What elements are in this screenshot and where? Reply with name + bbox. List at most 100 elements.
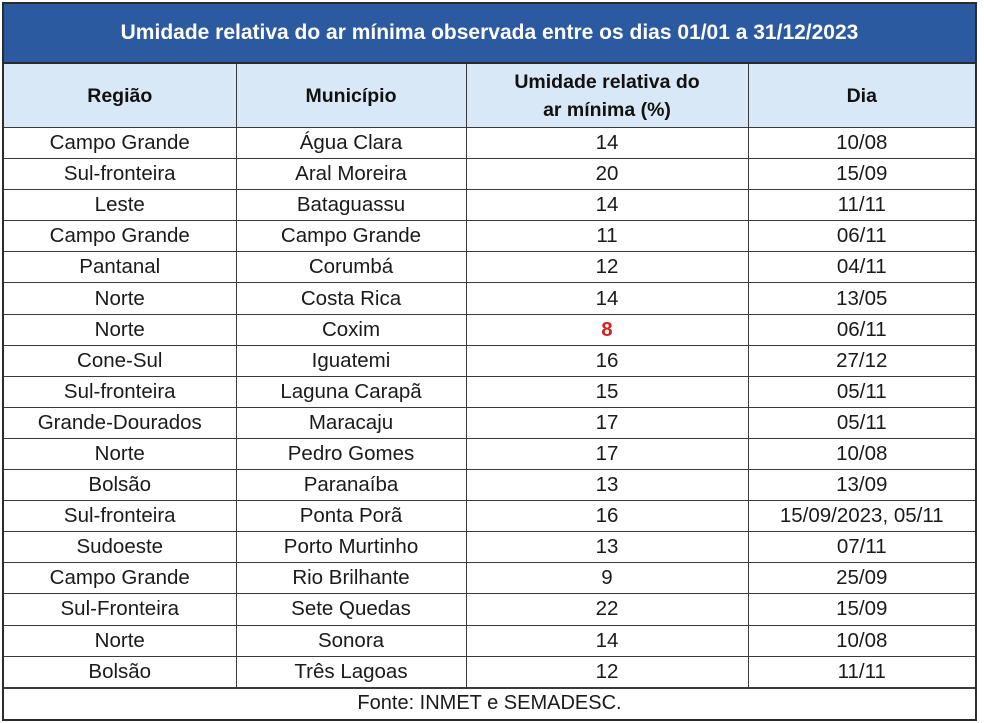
cell-regiao: Bolsão: [4, 655, 237, 688]
cell-umidade: 14: [465, 282, 749, 315]
cell-umidade: 12: [465, 251, 749, 284]
cell-regiao: Norte: [4, 282, 237, 315]
cell-municipio: Pedro Gomes: [235, 437, 467, 471]
cell-umidade: 8: [465, 313, 749, 346]
column-header-umidade: Umidade relativa do ar mínima (%): [465, 64, 749, 128]
header-row: Região Município Umidade relativa do ar …: [4, 64, 975, 128]
cell-umidade: 20: [465, 158, 749, 191]
cell-umidade: 13: [465, 531, 749, 564]
cell-umidade: 17: [465, 406, 749, 439]
table-row: Sul-fronteira Ponta Porã 16 15/09/2023, 05/…: [4, 500, 975, 533]
cell-dia: 10/08: [747, 126, 975, 160]
cell-regiao: Campo Grande: [4, 220, 237, 253]
cell-dia: 06/11: [747, 313, 975, 346]
cell-dia: 10/08: [747, 437, 975, 471]
cell-dia: 15/09/2023, 05/11: [747, 500, 975, 533]
table-body: Campo Grande Água Clara 14 10/08 Sul-frontei…: [4, 126, 975, 688]
cell-municipio: Três Lagoas: [235, 655, 467, 688]
table-row: Pantanal Corumbá 12 04/11: [4, 251, 975, 284]
cell-regiao: Norte: [4, 624, 237, 657]
cell-dia: 07/11: [747, 531, 975, 564]
cell-municipio: Porto Murtinho: [235, 531, 467, 564]
cell-regiao: Bolsão: [4, 469, 237, 502]
cell-municipio: Aral Moreira: [235, 158, 467, 191]
cell-umidade: 13: [465, 469, 749, 502]
cell-umidade: 15: [465, 375, 749, 408]
table-row: Sudoeste Porto Murtinho 13 07/11: [4, 531, 975, 564]
cell-umidade: 22: [465, 593, 749, 626]
cell-municipio: Maracaju: [235, 406, 467, 439]
table-row: Campo Grande Campo Grande 11 06/11: [4, 220, 975, 253]
cell-regiao: Sul-fronteira: [4, 158, 237, 191]
cell-regiao: Norte: [4, 313, 237, 346]
cell-dia: 25/09: [747, 562, 975, 595]
column-header-dia: Dia: [747, 64, 975, 128]
cell-dia: 05/11: [747, 406, 975, 439]
table-row: Bolsão Paranaíba 13 13/09: [4, 469, 975, 502]
cell-umidade: 12: [465, 655, 749, 688]
cell-municipio: Paranaíba: [235, 469, 467, 502]
table-row: Norte Costa Rica 14 13/05: [4, 282, 975, 315]
table-row: Sul-fronteira Laguna Carapã 15 05/11: [4, 375, 975, 408]
cell-umidade: 14: [465, 126, 749, 160]
cell-regiao: Norte: [4, 437, 237, 471]
cell-municipio: Costa Rica: [235, 282, 467, 315]
table-row: Cone-Sul Iguatemi 16 27/12: [4, 344, 975, 377]
table-row: Norte Coxim 8 06/11: [4, 313, 975, 346]
cell-regiao: Campo Grande: [4, 126, 237, 160]
cell-municipio: Água Clara: [235, 126, 467, 160]
cell-municipio: Laguna Carapã: [235, 375, 467, 408]
table-row: Campo Grande Água Clara 14 10/08: [4, 126, 975, 160]
cell-regiao: Sul-fronteira: [4, 500, 237, 533]
cell-regiao: Sudoeste: [4, 531, 237, 564]
cell-regiao: Grande-Dourados: [4, 406, 237, 439]
table-row: Leste Bataguassu 14 11/11: [4, 189, 975, 222]
cell-regiao: Leste: [4, 189, 237, 222]
cell-dia: 15/09: [747, 593, 975, 626]
cell-municipio: Sonora: [235, 624, 467, 657]
cell-dia: 04/11: [747, 251, 975, 284]
cell-umidade: 17: [465, 437, 749, 471]
table-row: Sul-Fronteira Sete Quedas 22 15/09: [4, 593, 975, 626]
cell-umidade: 14: [465, 624, 749, 657]
table-row: Sul-fronteira Aral Moreira 20 15/09: [4, 158, 975, 191]
cell-municipio: Rio Brilhante: [235, 562, 467, 595]
cell-regiao: Sul-Fronteira: [4, 593, 237, 626]
cell-dia: 11/11: [747, 655, 975, 688]
cell-regiao: Pantanal: [4, 251, 237, 284]
table-row: Norte Sonora 14 10/08: [4, 624, 975, 657]
cell-dia: 15/09: [747, 158, 975, 191]
cell-dia: 27/12: [747, 344, 975, 377]
column-header-municipio: Município: [235, 64, 467, 128]
cell-dia: 13/09: [747, 469, 975, 502]
humidity-table: Região Município Umidade relativa do ar …: [4, 64, 975, 688]
cell-dia: 10/08: [747, 624, 975, 657]
cell-regiao: Campo Grande: [4, 562, 237, 595]
table-row: Grande-Dourados Maracaju 17 05/11: [4, 406, 975, 439]
cell-municipio: Coxim: [235, 313, 467, 346]
cell-municipio: Bataguassu: [235, 189, 467, 222]
cell-umidade: 14: [465, 189, 749, 222]
cell-regiao: Sul-fronteira: [4, 375, 237, 408]
cell-dia: 05/11: [747, 375, 975, 408]
table-row: Campo Grande Rio Brilhante 9 25/09: [4, 562, 975, 595]
cell-regiao: Cone-Sul: [4, 344, 237, 377]
cell-municipio: Iguatemi: [235, 344, 467, 377]
cell-umidade: 16: [465, 344, 749, 377]
cell-municipio: Ponta Porã: [235, 500, 467, 533]
table-title: Umidade relativa do ar mínima observada …: [4, 4, 975, 64]
cell-municipio: Campo Grande: [235, 220, 467, 253]
table-row: Norte Pedro Gomes 17 10/08: [4, 437, 975, 471]
cell-dia: 06/11: [747, 220, 975, 253]
cell-umidade: 16: [465, 500, 749, 533]
cell-umidade: 9: [465, 562, 749, 595]
cell-municipio: Corumbá: [235, 251, 467, 284]
source-footer: Fonte: INMET e SEMADESC.: [4, 687, 975, 719]
cell-municipio: Sete Quedas: [235, 593, 467, 626]
column-header-regiao: Região: [4, 64, 237, 128]
cell-dia: 11/11: [747, 189, 975, 222]
cell-umidade: 11: [465, 220, 749, 253]
cell-dia: 13/05: [747, 282, 975, 315]
table-row: Bolsão Três Lagoas 12 11/11: [4, 655, 975, 688]
